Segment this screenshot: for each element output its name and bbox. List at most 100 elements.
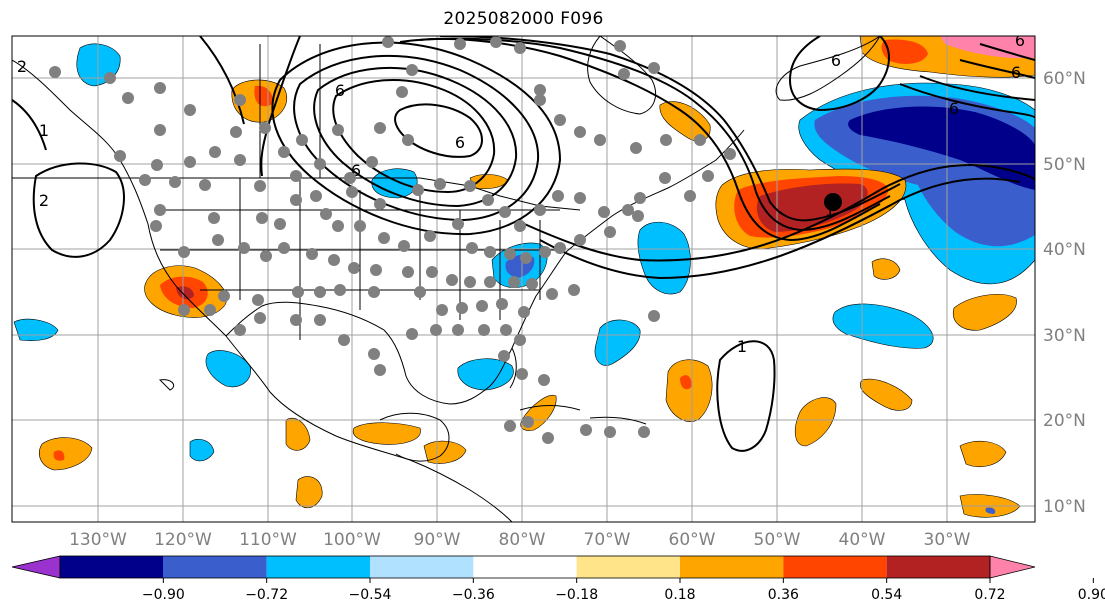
station-dot <box>139 174 151 186</box>
station-dot <box>574 126 586 138</box>
station-dot <box>604 226 616 238</box>
station-dot <box>406 64 418 76</box>
lon-label: 100°W <box>323 530 381 550</box>
station-dot <box>332 124 344 136</box>
colorbar-tick-label: −0.90 <box>142 587 185 603</box>
station-dot <box>374 122 386 134</box>
station-dot <box>402 266 414 278</box>
station-dot <box>452 218 464 230</box>
station-dot <box>292 286 304 298</box>
station-dot <box>154 124 166 136</box>
station-dot <box>498 350 510 362</box>
station-dot <box>314 314 326 326</box>
station-dot <box>622 204 634 216</box>
contour-label: 1 <box>825 201 835 220</box>
station-dot <box>614 40 626 52</box>
station-dot <box>212 234 224 246</box>
station-dot <box>452 324 464 336</box>
station-dot <box>702 170 714 182</box>
station-dot <box>184 156 196 168</box>
station-dot <box>522 416 534 428</box>
station-dot <box>526 278 538 290</box>
station-dot <box>354 220 366 232</box>
station-dot <box>328 254 340 266</box>
station-dot <box>208 212 220 224</box>
lon-label: 50°W <box>754 530 801 550</box>
colorbar-bin <box>680 556 784 578</box>
station-dot <box>374 364 386 376</box>
pos-anomaly-yucatan <box>352 422 421 445</box>
station-dot <box>378 232 390 244</box>
station-dot <box>504 420 516 432</box>
station-dot <box>436 304 448 316</box>
contour-label: 6 <box>1011 63 1021 82</box>
station-dot <box>618 68 630 80</box>
shaded-anomalies <box>13 36 1035 518</box>
station-dot <box>684 190 696 202</box>
station-dot <box>306 248 318 260</box>
lon-label: 110°W <box>239 530 297 550</box>
contour-label: 6 <box>335 81 345 100</box>
station-dot <box>504 248 516 260</box>
station-dot <box>464 180 476 192</box>
station-dot <box>114 150 126 162</box>
longitude-labels: 130°W 120°W 110°W 100°W 90°W 80°W 70°W 6… <box>69 530 971 550</box>
colorbar-under-arrow <box>11 555 61 579</box>
pos-anomaly-pacific-west <box>39 437 93 471</box>
station-dot <box>374 198 386 210</box>
pos-anomaly-greenland-core <box>881 39 928 64</box>
station-dot <box>568 284 580 296</box>
station-dot <box>539 246 551 258</box>
station-dot <box>178 246 190 258</box>
station-dot <box>151 159 163 171</box>
station-dot <box>554 114 566 126</box>
station-dot <box>154 82 166 94</box>
station-dot <box>424 230 436 242</box>
lon-label: 130°W <box>69 530 127 550</box>
station-dot <box>534 94 546 106</box>
station-dot <box>638 426 650 438</box>
pos-anomaly-southwest-core <box>176 286 194 300</box>
station-dot <box>274 218 286 230</box>
pos-anomaly-mexico-pacific <box>285 418 311 451</box>
station-dot <box>534 204 546 216</box>
station-dot <box>574 234 586 246</box>
station-dot <box>320 208 332 220</box>
neg-anomaly-offshore <box>637 221 691 295</box>
contour-label: 1 <box>39 121 49 140</box>
station-dot <box>178 304 190 316</box>
station-dot <box>338 334 350 346</box>
station-dot <box>122 92 134 104</box>
pos-anomaly-pacific-south <box>295 476 323 509</box>
neg-anomaly-caribbean <box>594 319 641 366</box>
station-dot <box>49 66 61 78</box>
station-dot <box>104 72 116 84</box>
station-dot <box>516 368 528 380</box>
colorbar-bin <box>576 556 680 578</box>
station-dot <box>598 206 610 218</box>
station-dot <box>430 324 442 336</box>
pos-anomaly-tropical-2 <box>794 397 837 447</box>
colorbar-over-arrow <box>989 555 1036 579</box>
contour-label: 6 <box>351 161 361 180</box>
station-dot <box>464 276 476 288</box>
lon-label: 70°W <box>584 530 631 550</box>
station-dot <box>648 310 660 322</box>
station-dot <box>260 250 272 262</box>
station-dot <box>314 158 326 170</box>
station-dot <box>254 312 266 324</box>
station-dot <box>546 288 558 300</box>
station-dot <box>230 126 242 138</box>
station-dot <box>234 154 246 166</box>
station-dot <box>290 314 302 326</box>
contour-label-group: 6 6 6 6 6 2 2 1 1 1 6 6 <box>17 36 1025 356</box>
neg-anomaly-pacific <box>13 318 59 341</box>
station-dot <box>466 242 478 254</box>
station-dot <box>278 146 290 158</box>
station-dot <box>396 86 408 98</box>
station-dot <box>278 242 290 254</box>
station-dot <box>594 134 606 146</box>
station-dot <box>552 190 564 202</box>
station-dot <box>348 262 360 274</box>
station-dot <box>310 190 322 202</box>
